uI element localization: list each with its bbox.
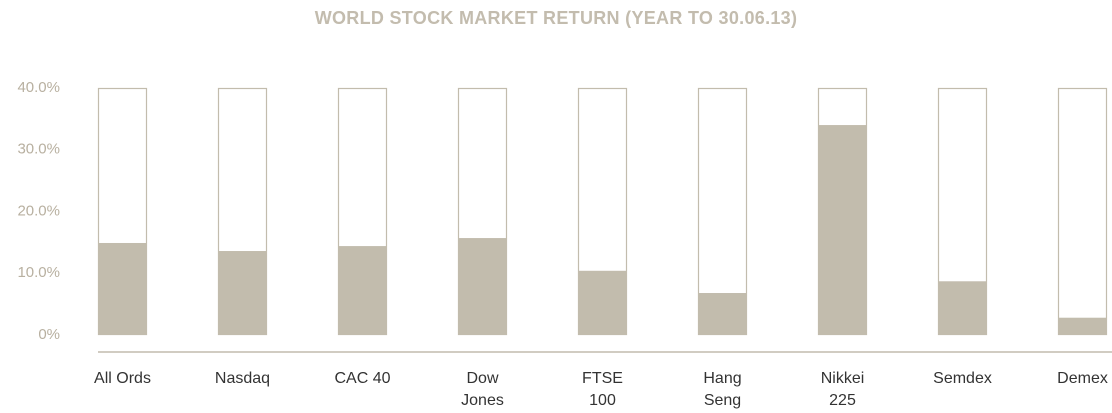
bar: [458, 238, 507, 335]
x-tick-label: Semdex: [933, 370, 992, 387]
x-tick-label: Nasdaq: [214, 370, 271, 387]
x-tick-label: Hang Seng: [703, 370, 742, 409]
bar: [938, 281, 987, 335]
bar: [338, 246, 387, 335]
bar-track: [1057, 87, 1108, 336]
x-tick-label: FTSE 100: [582, 370, 623, 409]
y-tick-label: 30.0%: [17, 141, 60, 158]
x-tick-label: Nikkei 225: [820, 370, 865, 409]
y-tick-label: 0%: [38, 326, 60, 343]
x-tick-label: Demex: [1057, 370, 1108, 387]
y-tick-label: 10.0%: [17, 264, 60, 281]
bar: [578, 270, 627, 335]
bar: [98, 242, 147, 335]
x-tick-label: Dow Jones: [461, 370, 504, 409]
x-tick-label: All Ords: [94, 370, 151, 387]
chart-title: WORLD STOCK MARKET RETURN (YEAR TO 30.06…: [314, 8, 798, 28]
bar: [818, 125, 867, 335]
x-tick-label: CAC 40: [334, 370, 391, 387]
bar: [218, 251, 267, 335]
y-tick-label: 20.0%: [17, 202, 60, 219]
bar: [1058, 317, 1107, 335]
y-tick-label: 40.0%: [17, 79, 60, 96]
bar: [698, 293, 747, 335]
